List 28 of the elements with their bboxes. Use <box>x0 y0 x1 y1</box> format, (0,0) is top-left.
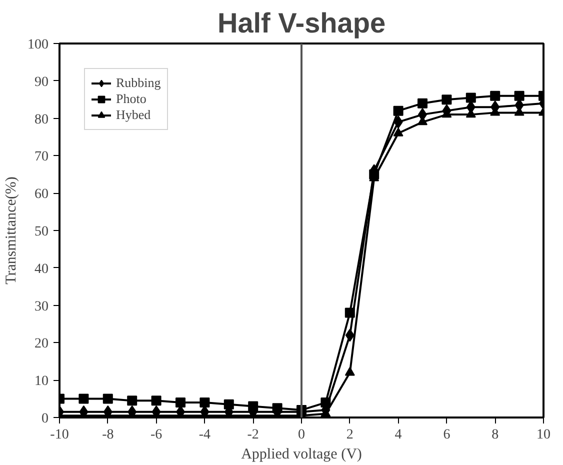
y-tick-label: 90 <box>34 74 48 90</box>
y-tick-label: 100 <box>28 38 48 52</box>
y-tick-label: 60 <box>34 187 48 202</box>
x-tick-label: 8 <box>492 428 499 442</box>
x-axis-title: Applied voltage (V) <box>241 446 362 462</box>
x-tick-label: -6 <box>150 428 162 442</box>
x-tick-label: -10 <box>50 428 69 442</box>
x-tick-label: 4 <box>394 428 402 442</box>
x-tick-label: -8 <box>102 428 114 442</box>
y-tick-label: 40 <box>34 262 48 277</box>
x-tick-label: 6 <box>443 428 450 442</box>
y-tick-label: 50 <box>34 224 48 240</box>
legend-label: Hybed <box>116 107 151 123</box>
chart-title: Half V-shape <box>217 8 386 38</box>
x-tick-label: -2 <box>247 428 259 442</box>
y-tick-label: 30 <box>34 299 48 314</box>
x-tick-label: 2 <box>346 428 354 442</box>
legend-label: Photo <box>116 91 146 107</box>
y-tick-label: 80 <box>34 112 48 128</box>
x-tick-label: 10 <box>536 428 550 442</box>
x-tick-label: -4 <box>198 428 211 442</box>
y-tick-label: 70 <box>34 150 48 165</box>
x-tick-label: 0 <box>298 428 305 442</box>
y-tick-label: 0 <box>42 412 48 426</box>
y-axis-title: Transmittance(%) <box>4 176 20 284</box>
y-tick-label: 10 <box>34 374 48 390</box>
legend-label: Rubbing <box>116 75 161 91</box>
y-tick-label: 20 <box>34 336 48 352</box>
